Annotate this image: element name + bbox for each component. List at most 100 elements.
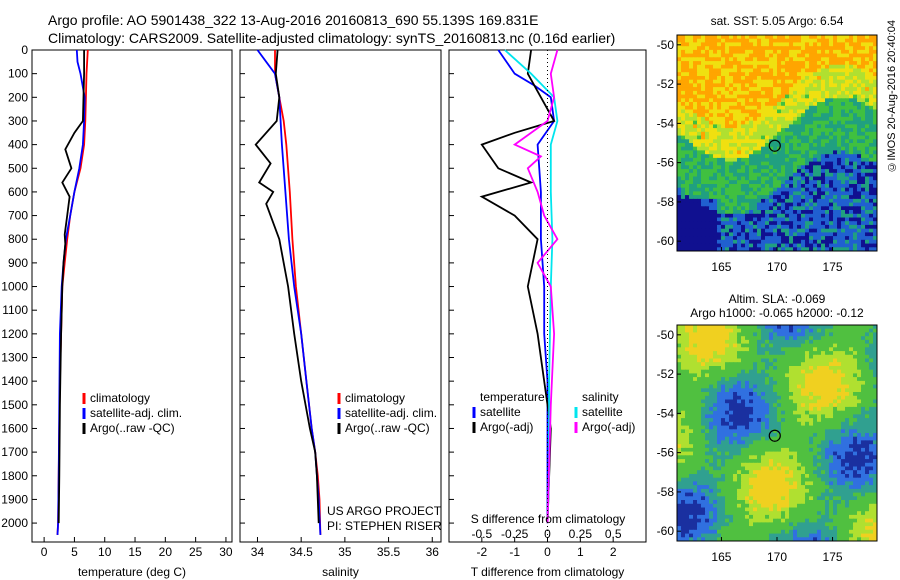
map-cell xyxy=(849,239,854,245)
map-cell xyxy=(733,339,738,345)
map-cell xyxy=(709,157,714,163)
map-cell xyxy=(809,451,814,456)
map-cell xyxy=(693,395,698,401)
map-cell xyxy=(681,336,686,341)
map-cell xyxy=(749,418,754,423)
map-cell xyxy=(857,325,862,330)
map-cell xyxy=(837,202,842,207)
map-cell xyxy=(789,377,794,382)
map-cell xyxy=(697,42,702,47)
map-cell xyxy=(769,128,774,133)
x-axis-label: temperature (deg C) xyxy=(78,565,186,579)
map-cell xyxy=(745,325,750,330)
map-cell xyxy=(741,105,746,111)
map-cell xyxy=(693,157,698,163)
map-cell xyxy=(805,176,810,181)
map-cell xyxy=(817,105,822,111)
map-cell xyxy=(817,187,822,192)
map-cell xyxy=(721,157,726,163)
map-cell xyxy=(709,161,714,166)
map-cell xyxy=(845,135,850,140)
map-cell xyxy=(745,206,750,211)
map-cell xyxy=(729,247,734,251)
map-cell xyxy=(797,228,802,233)
map-cell xyxy=(701,150,706,155)
map-cell xyxy=(685,347,690,352)
map-cell xyxy=(761,154,766,159)
map-cell xyxy=(809,462,814,468)
map-cell xyxy=(861,236,866,241)
map-cell xyxy=(857,94,862,99)
map-cell xyxy=(737,336,742,341)
map-cell xyxy=(705,98,710,103)
map-cell xyxy=(729,433,734,438)
map-cell xyxy=(781,198,786,204)
map-cell xyxy=(781,403,786,408)
map-cell xyxy=(773,377,778,382)
map-cell xyxy=(773,455,778,460)
map-cell xyxy=(817,347,822,352)
map-cell xyxy=(865,236,870,241)
map-cell xyxy=(849,429,854,434)
map-cell xyxy=(849,403,854,408)
map-cell xyxy=(777,247,782,251)
map-cell xyxy=(745,373,750,378)
map-cell xyxy=(769,49,774,55)
map-cell xyxy=(745,87,750,92)
map-cell xyxy=(749,150,754,155)
map-cell xyxy=(709,90,714,96)
map-cell xyxy=(861,325,866,330)
map-cell xyxy=(825,366,830,371)
map-cell xyxy=(841,131,846,137)
map-cell xyxy=(765,392,770,397)
map-cell xyxy=(805,429,810,434)
map-cell xyxy=(681,42,686,47)
map-cell xyxy=(729,351,734,356)
map-cell xyxy=(849,102,854,107)
map-cell xyxy=(677,440,682,445)
map-cell xyxy=(809,161,814,166)
map-cell xyxy=(825,395,830,401)
map-cell xyxy=(837,139,842,144)
map-cell xyxy=(797,61,802,66)
map-cell xyxy=(749,64,754,70)
map-cell xyxy=(869,198,874,204)
map-cell xyxy=(829,57,834,62)
map-cell xyxy=(761,336,766,341)
map-cell xyxy=(869,380,874,386)
map-cell xyxy=(701,228,706,233)
map-cell xyxy=(781,128,786,133)
map-cell xyxy=(869,392,874,397)
map-cell xyxy=(709,143,714,148)
map-cell xyxy=(689,113,694,118)
map-cell xyxy=(789,459,794,464)
map-cell xyxy=(681,94,686,99)
map-cell xyxy=(721,325,726,330)
map-cell xyxy=(861,42,866,47)
map-cell xyxy=(705,113,710,118)
map-cell xyxy=(861,429,866,434)
map-cell xyxy=(873,373,877,378)
map-cell xyxy=(845,213,850,219)
map-cell xyxy=(757,410,762,415)
map-cell xyxy=(797,354,802,360)
map-cell xyxy=(781,176,786,181)
map-cell xyxy=(701,154,706,159)
map-cell xyxy=(753,139,758,144)
map-cell xyxy=(705,83,710,88)
map-cell xyxy=(737,169,742,174)
map-cell xyxy=(801,61,806,66)
map-cell xyxy=(761,42,766,47)
map-cell xyxy=(697,414,702,419)
map-cell xyxy=(721,384,726,389)
map-cell xyxy=(737,406,742,412)
map-cell xyxy=(753,403,758,408)
map-cell xyxy=(765,161,770,166)
map-cell xyxy=(845,325,850,330)
plot-frame xyxy=(31,49,233,543)
map-cell xyxy=(725,68,730,73)
map-cell xyxy=(821,343,826,348)
map-cell xyxy=(697,388,702,393)
map-cell xyxy=(849,61,854,66)
map-cell xyxy=(689,139,694,144)
